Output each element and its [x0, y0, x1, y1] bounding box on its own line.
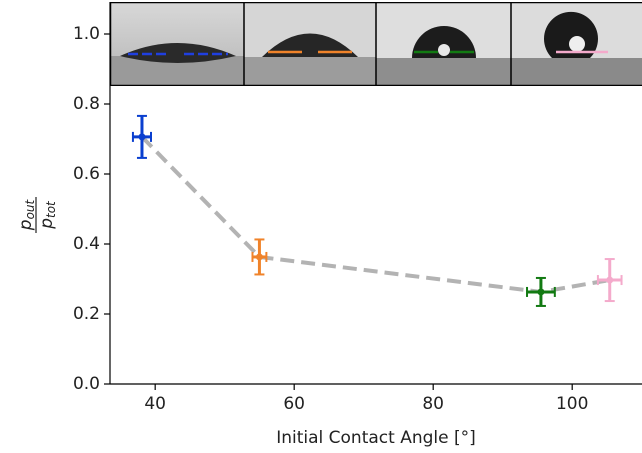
y-label-p: p — [16, 219, 36, 231]
inset-images — [110, 2, 642, 86]
x-tick-label: 60 — [283, 394, 305, 414]
x-tick-label: 80 — [422, 394, 444, 414]
substrate — [244, 57, 376, 86]
y-tick-label: 0.4 — [73, 234, 100, 254]
y-label-sub: out — [23, 198, 37, 219]
y-tick-label: 1.0 — [73, 24, 100, 44]
y-tick-label: 0.0 — [73, 374, 100, 394]
connecting-line — [140, 135, 611, 294]
droplet — [120, 43, 236, 63]
x-tick-label: 40 — [144, 394, 166, 414]
substrate — [511, 58, 642, 86]
point — [138, 133, 146, 141]
y-tick-label: 0.6 — [73, 164, 100, 184]
y-tick-label: 0.2 — [73, 304, 100, 324]
substrate — [376, 58, 511, 86]
point — [606, 276, 614, 284]
y-label-denominator: ptot — [37, 200, 58, 230]
point — [537, 288, 545, 296]
highlight — [569, 36, 585, 52]
y-label-sub: tot — [44, 200, 58, 218]
x-tick-label: 100 — [556, 394, 588, 414]
droplet — [412, 26, 476, 58]
highlight — [438, 44, 450, 56]
y-label-numerator: pout — [16, 198, 37, 231]
y-label-p: p — [37, 218, 57, 230]
y-axis-label: pout ptot — [16, 197, 58, 233]
point — [255, 253, 263, 261]
x-axis-label: Initial Contact Angle [°] — [276, 428, 476, 448]
y-tick-label: 0.8 — [73, 94, 100, 114]
